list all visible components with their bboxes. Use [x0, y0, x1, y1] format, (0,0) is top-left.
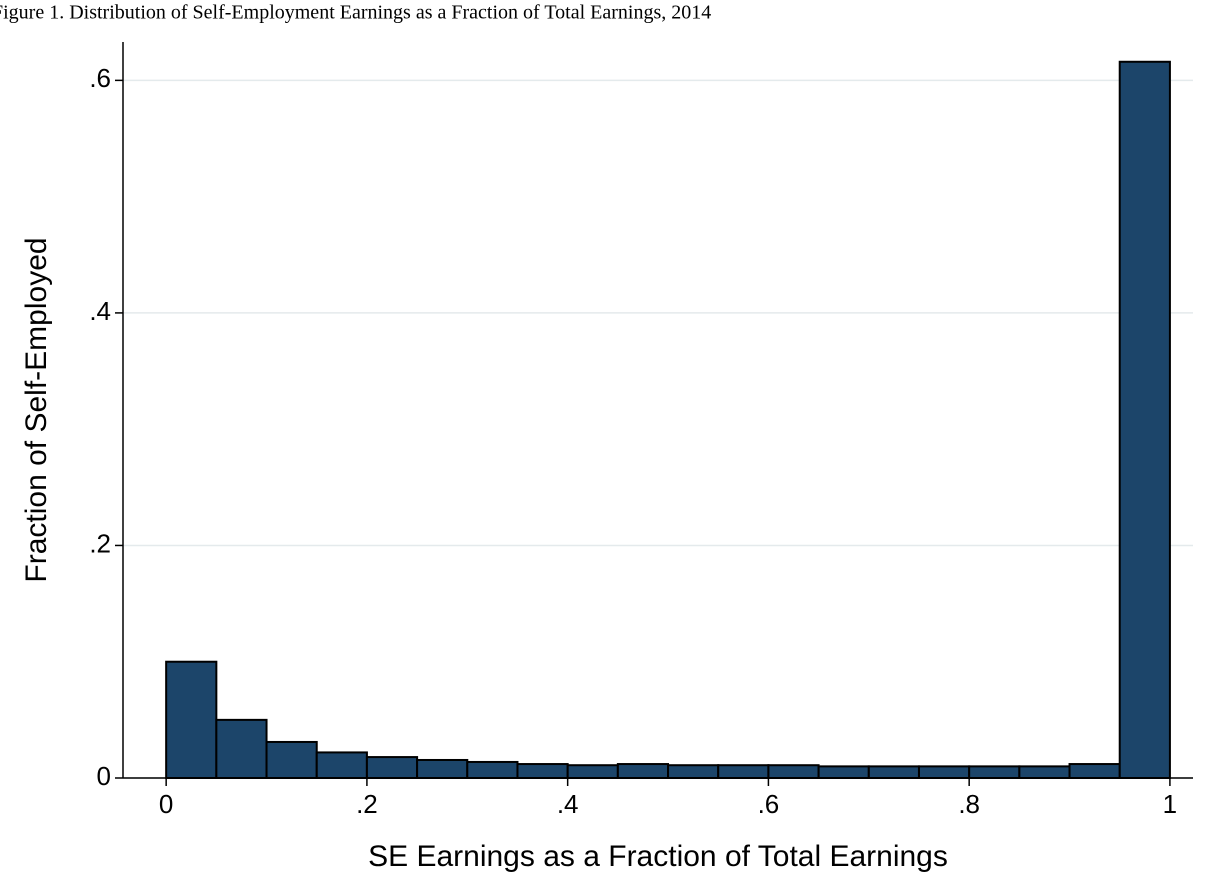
bar: [165, 660, 218, 779]
x-tick-label: .6: [758, 789, 780, 819]
y-tick-label: .6: [89, 63, 111, 93]
bar: [1068, 763, 1121, 779]
bar: [566, 764, 619, 779]
y-tick-label: .2: [89, 528, 111, 558]
y-tick-label: 0: [97, 761, 111, 791]
x-tick-label: .4: [557, 789, 579, 819]
x-tick-label: 0: [159, 789, 173, 819]
bar: [416, 758, 469, 780]
bar: [516, 763, 569, 779]
bar: [365, 756, 419, 780]
bar: [817, 765, 870, 779]
y-tick-label: .4: [89, 296, 111, 326]
x-axis-label: SE Earnings as a Fraction of Total Earni…: [368, 840, 948, 873]
bar: [215, 718, 268, 779]
bar: [867, 765, 920, 779]
bar: [667, 764, 720, 779]
x-tick-label: .8: [958, 789, 980, 819]
bar: [767, 764, 820, 779]
x-tick-label: .2: [356, 789, 378, 819]
y-axis-label: Fraction of Self-Employed: [20, 237, 53, 582]
bar: [1118, 60, 1171, 780]
bar: [968, 765, 1021, 779]
bar: [265, 740, 318, 779]
bar: [1018, 765, 1071, 779]
x-tick-label: 1: [1163, 789, 1177, 819]
bar: [917, 765, 971, 779]
bar: [616, 763, 670, 779]
bar: [717, 764, 770, 779]
bar: [466, 760, 519, 780]
chart-title: Figure 1. Distribution of Self-Employmen…: [0, 2, 711, 24]
bar: [315, 751, 368, 780]
